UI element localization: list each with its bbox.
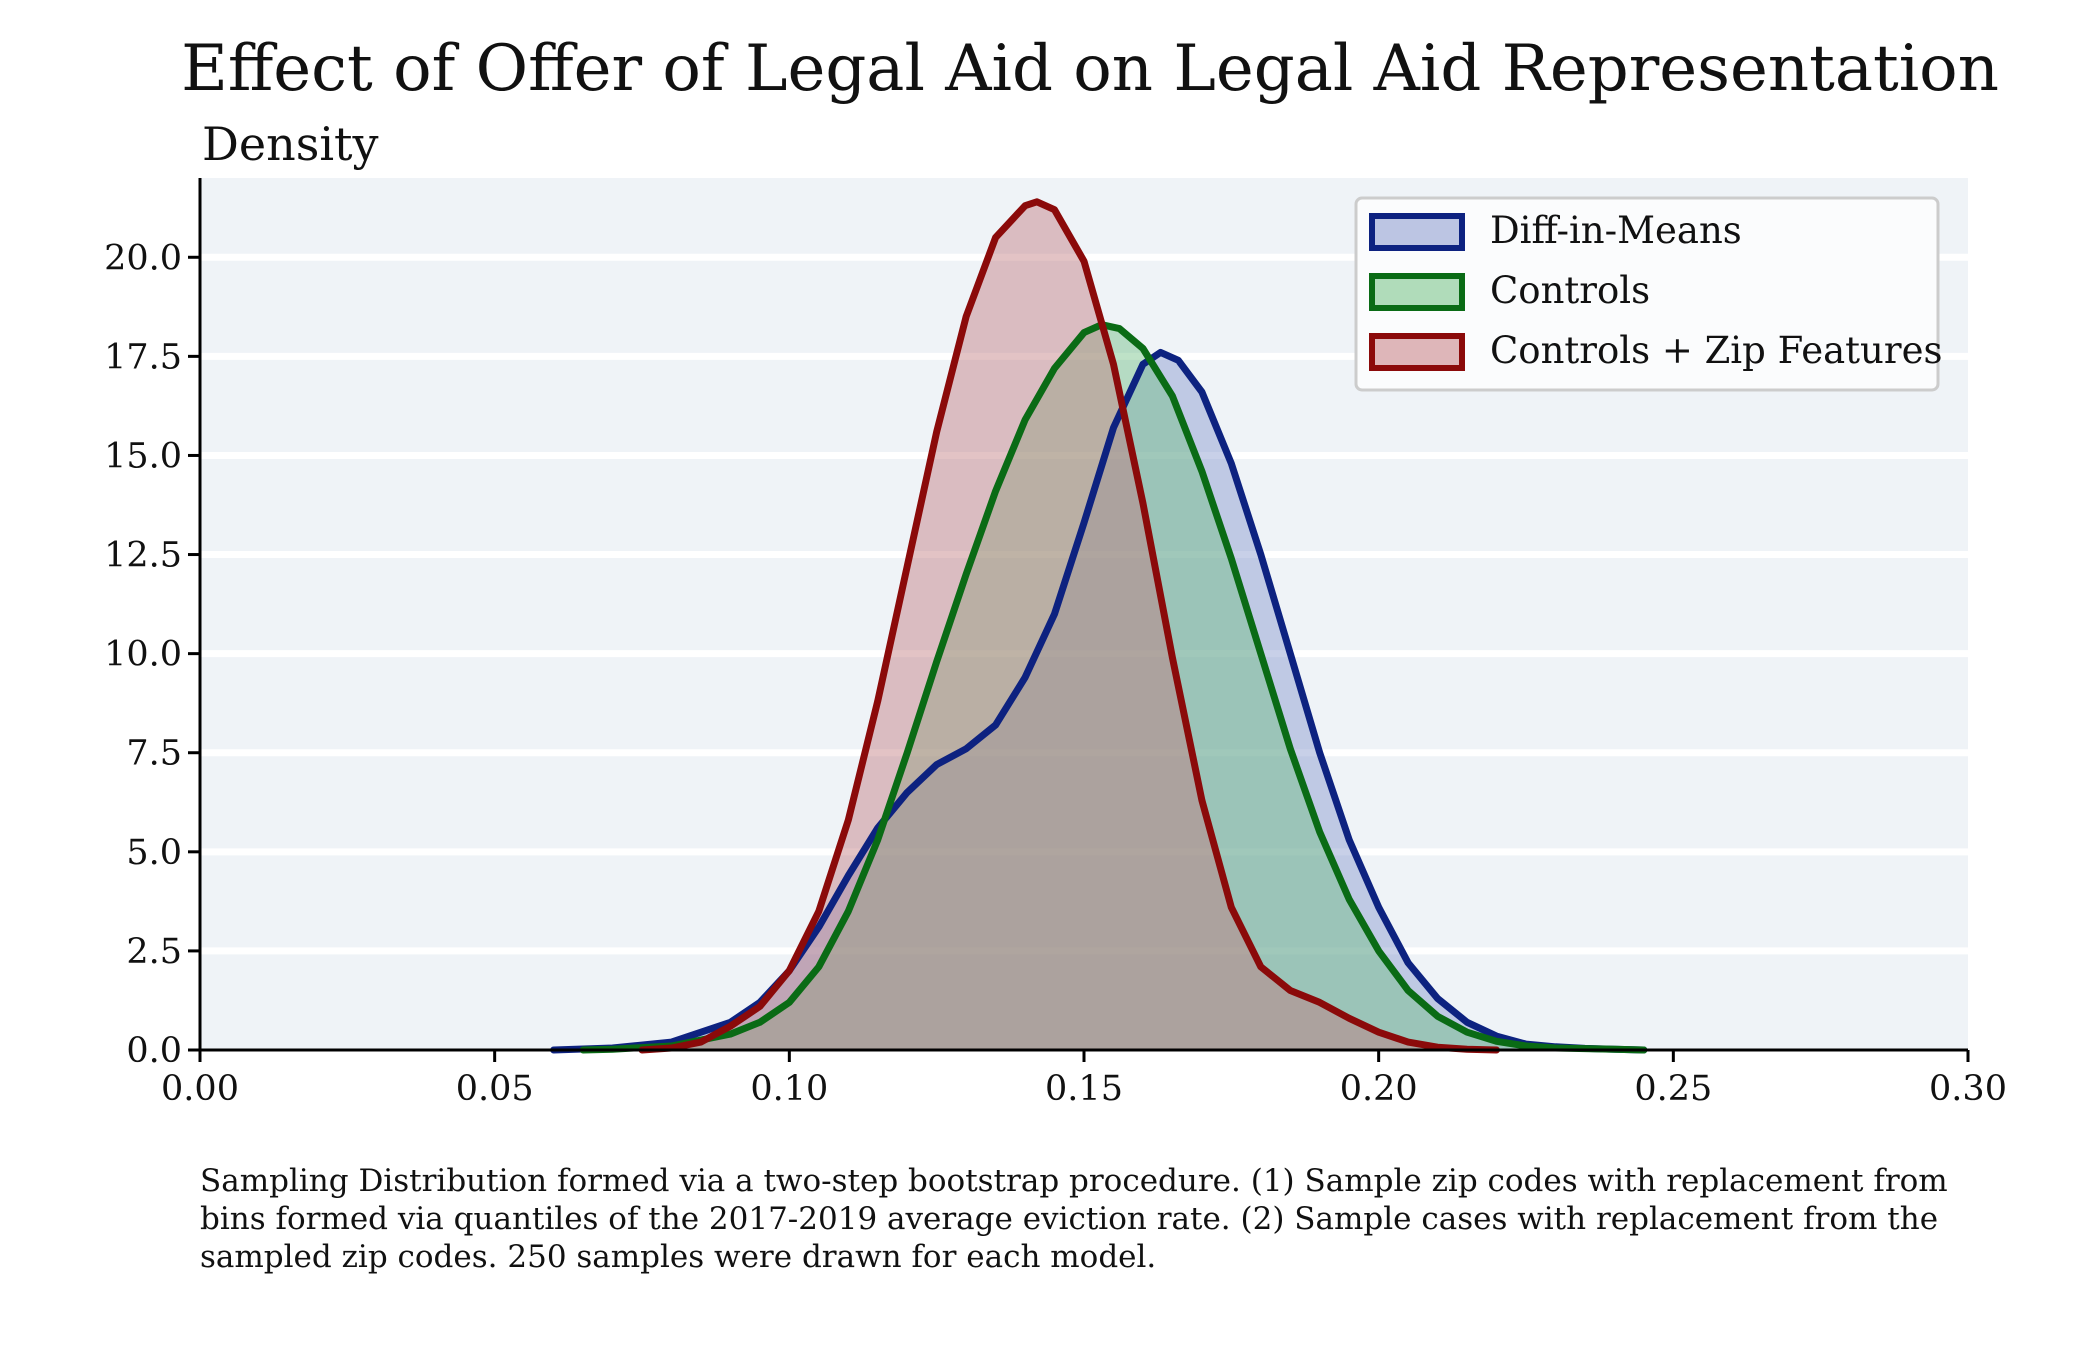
series-fill-2 (642, 201, 1497, 1051)
y-tick-label-1: 2.5 (126, 932, 182, 972)
legend: Diff-in-Means Controls Controls + Zip Feat… (1354, 196, 1942, 392)
legend-swatch-2 (1369, 333, 1465, 371)
axes: 0.00 0.05 0.10 0.15 0.20 0.25 0.30 0.0 2.5 5.0 7.5… (104, 178, 2007, 1109)
series-line-2 (638, 198, 1500, 1054)
series-fill-1 (583, 324, 1644, 1050)
legend-label-2: Controls + Zip Features (1490, 329, 1942, 372)
legend-label-0: Diff-in-Means (1490, 209, 1742, 252)
x-tick-label-6: 0.30 (1929, 1069, 2007, 1109)
y-tick-label-5: 12.5 (104, 536, 182, 576)
y-axis-label: Density (202, 117, 379, 171)
series-line-1 (579, 321, 1648, 1054)
x-tick-label-1: 0.05 (456, 1069, 534, 1109)
x-tick-label-4: 0.20 (1340, 1069, 1418, 1109)
x-tick-label-3: 0.15 (1045, 1069, 1123, 1109)
y-tick-label-8: 20.0 (104, 238, 182, 278)
chart-title: Effect of Offer of Legal Aid on Legal Ai… (181, 32, 1999, 106)
x-tick-label-2: 0.10 (750, 1069, 828, 1109)
y-tick-label-7: 17.5 (104, 337, 182, 377)
x-tick-label-5: 0.25 (1634, 1069, 1712, 1109)
figure-caption: Sampling Distribution formed via a two-s… (200, 1163, 1948, 1275)
legend-box (1354, 196, 1940, 392)
y-tick-label-3: 7.5 (126, 734, 182, 774)
y-tick-label-0: 0.0 (126, 1031, 182, 1071)
legend-label-1: Controls (1490, 269, 1650, 312)
series-fill-0 (553, 352, 1644, 1050)
legend-swatch-1 (1369, 273, 1465, 311)
y-tick-label-2: 5.0 (126, 833, 182, 873)
legend-swatch-0 (1369, 213, 1465, 251)
y-tick-label-6: 15.0 (104, 436, 182, 476)
y-tick-label-4: 10.0 (104, 635, 182, 675)
series-layer (550, 198, 1648, 1054)
x-tick-label-0: 0.00 (161, 1069, 239, 1109)
